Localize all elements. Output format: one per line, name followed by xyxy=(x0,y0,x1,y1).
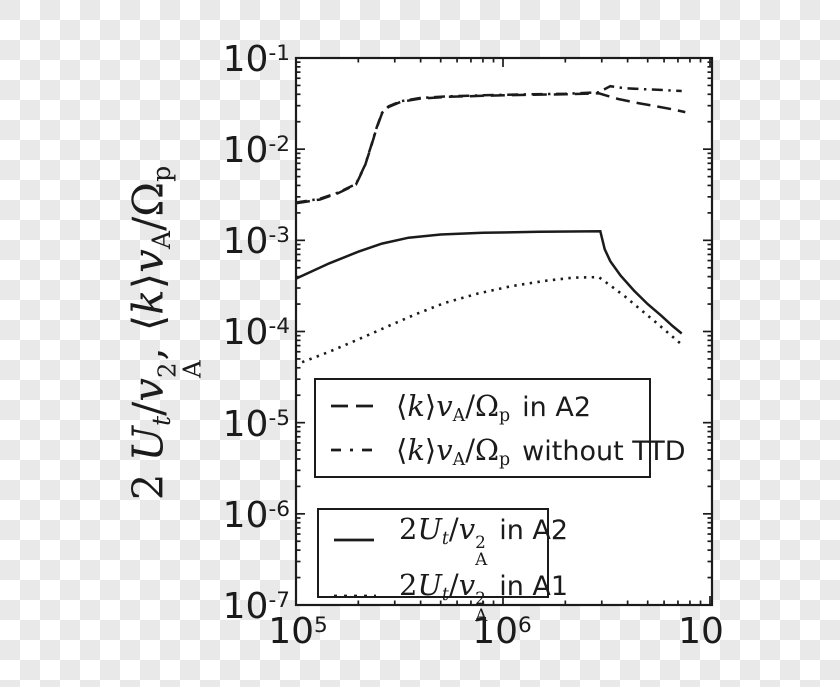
ylabel-v1: v xyxy=(123,378,173,402)
series-curves xyxy=(295,84,686,364)
dashdot-line-sample-icon xyxy=(331,448,373,452)
y-tick-label-1e-3: 10-3 xyxy=(222,221,290,262)
y-tick-label-1e-2: 10-2 xyxy=(222,130,290,171)
y-tick-label-1e-6: 10-6 xyxy=(222,495,290,536)
ylabel-langle: ⟨ xyxy=(123,314,173,332)
series-dashdot-curve xyxy=(295,84,682,204)
ylabel-rangle: ⟩ xyxy=(123,272,173,290)
ylabel-comma: , xyxy=(123,347,173,361)
ylabel-slash1: / xyxy=(123,401,173,416)
series-solid-curve xyxy=(295,229,683,335)
ylabel-v2: v xyxy=(123,249,173,273)
y-tick-label-1e-7: 10-7 xyxy=(222,586,290,627)
legend-label-k-in-A2: ⟨k⟩vA/Ωp in A2 xyxy=(396,389,592,427)
ylabel-slash2: / xyxy=(123,216,173,231)
x-tick-label-1e6: 106 xyxy=(472,611,532,652)
ylabel-U: U xyxy=(123,426,173,462)
ylabel-2: 2 xyxy=(123,473,173,501)
ylabel-omega: Ω xyxy=(123,181,173,217)
legend-label-k-without-TTD: ⟨k⟩vA/Ωp without TTD xyxy=(396,433,686,471)
axes-frame xyxy=(294,56,714,607)
solid-line-sample-icon xyxy=(334,538,374,542)
x-tick-label-1e7-clipped: 10 xyxy=(678,611,724,652)
legend-item-k-without-TTD: ⟨k⟩vA/Ωp without TTD xyxy=(316,433,686,469)
y-tick-label-1e-4: 10-4 xyxy=(222,312,290,353)
ylabel-k: k xyxy=(123,289,173,315)
legend-item-k-in-A2: ⟨k⟩vA/Ωp in A2 xyxy=(316,389,649,427)
x-tick-label-1e5: 105 xyxy=(268,611,328,652)
dotted-line-sample-icon xyxy=(334,594,376,598)
dashed-line-sample-icon xyxy=(331,404,373,408)
y-tick-label-1e-1: 10-1 xyxy=(222,39,290,80)
legend-box-1: ⟨k⟩vA/Ωp in A2 ⟨k⟩vA/Ωp without TTD xyxy=(314,378,686,478)
series-dotted-curve xyxy=(301,275,684,364)
y-tick-label-1e-5: 10-5 xyxy=(222,404,290,445)
